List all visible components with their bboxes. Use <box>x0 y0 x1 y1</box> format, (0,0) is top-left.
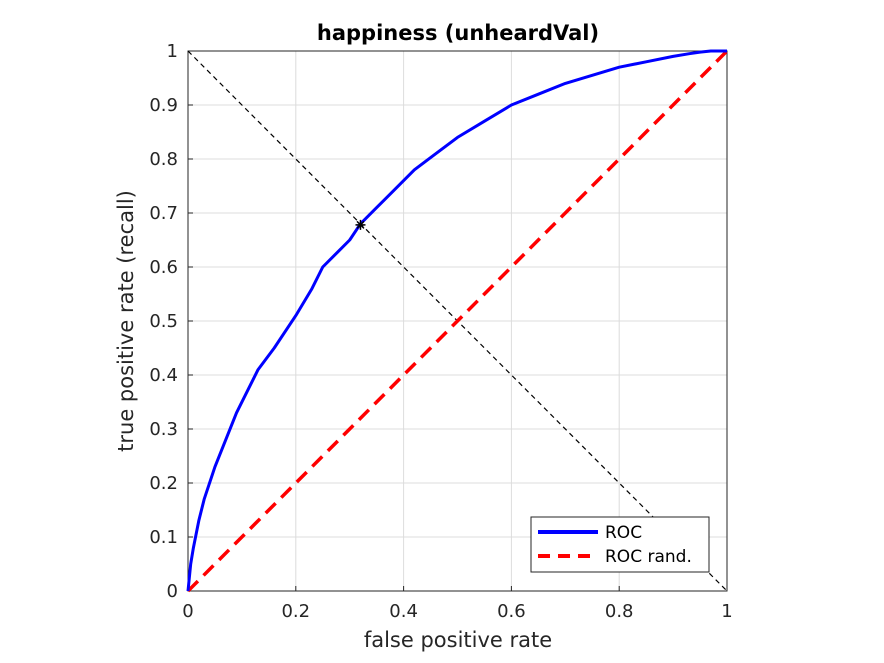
chart-title: happiness (unheardVal) <box>317 21 599 45</box>
y-tick-label: 1 <box>167 41 178 62</box>
x-tick-label: 0.6 <box>497 601 526 622</box>
y-tick-label: 0.8 <box>149 149 178 170</box>
y-tick-label: 0.6 <box>149 257 178 278</box>
legend-label-roc-rand: ROC rand. <box>605 547 692 567</box>
y-tick-label: 0.7 <box>149 203 178 224</box>
series-line-roc <box>186 49 727 592</box>
y-axis-label: true positive rate (recall) <box>114 190 138 452</box>
legend-box <box>530 516 710 573</box>
legend: ROC ROC rand. <box>530 516 710 573</box>
operating-point-marker <box>355 219 366 230</box>
x-tick-label: 1 <box>721 601 732 622</box>
x-tick-label: 0 <box>182 601 193 622</box>
y-tick-label: 0.5 <box>149 311 178 332</box>
series-line-roc-rand <box>186 49 729 593</box>
y-tick-label: 0 <box>167 581 178 602</box>
y-tick-label: 0.2 <box>149 473 178 494</box>
x-tick-label: 0.2 <box>281 601 310 622</box>
x-axis-label: false positive rate <box>364 628 552 652</box>
y-tick-label: 0.1 <box>149 527 178 548</box>
x-tick-label: 0.4 <box>389 601 418 622</box>
axis-ticks: 0 0.2 0.4 0.6 0.8 1 0 0.1 0.2 0.3 0.4 0.5 0.6 0.7 0.8 0… <box>149 41 732 622</box>
x-tick-label: 0.8 <box>605 601 634 622</box>
legend-label-roc: ROC <box>605 523 642 543</box>
y-tick-label: 0.3 <box>149 419 178 440</box>
series-layer <box>186 49 729 593</box>
y-tick-label: 0.9 <box>149 95 178 116</box>
y-tick-label: 0.4 <box>149 365 178 386</box>
